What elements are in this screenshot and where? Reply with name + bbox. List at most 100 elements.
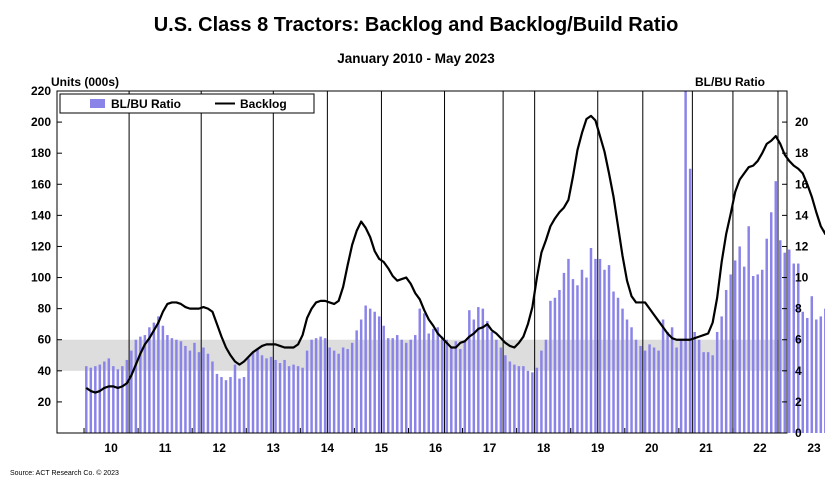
bl-bu-ratio-bar [652,347,656,433]
bl-bu-ratio-bar [774,181,777,433]
bl-bu-ratio-bar [175,339,178,433]
bl-bu-ratio-bar [616,297,620,433]
bl-bu-ratio-bar [152,322,156,433]
bl-bu-ratio-bar [346,349,349,433]
chart-subtitle: January 2010 - May 2023 [337,51,495,66]
bl-bu-ratio-bar [643,350,647,433]
x-tick-label: 11 [159,441,172,455]
bl-bu-ratio-bar [679,339,683,433]
bl-bu-ratio-bar [621,308,624,433]
reference-band [57,339,787,371]
bl-bu-ratio-bar [287,366,291,433]
bl-bu-ratio-bar [544,339,548,433]
bl-bu-ratio-bar [251,352,255,433]
bl-bu-ratio-bar [481,308,485,433]
bl-bu-ratio-bar [143,335,147,433]
bl-bu-ratio-bar [733,260,737,433]
bl-bu-ratio-bar [215,373,219,433]
bl-bu-ratio-bar [495,339,498,433]
bl-bu-ratio-bar [188,350,192,433]
bl-bu-ratio-bar [661,319,665,433]
bl-bu-ratio-bar [801,311,805,433]
bl-bu-ratio-bar [788,249,791,433]
bl-bu-ratio-bar [427,333,430,433]
bl-bu-ratio-bar [576,285,579,433]
bl-bu-ratio-bar [765,238,768,433]
plot-area [57,91,825,434]
left-tick-label: 100 [31,271,51,285]
left-tick-label: 220 [31,84,51,98]
bl-bu-ratio-bar [247,358,250,433]
bl-bu-ratio-bar [688,168,692,434]
bl-bu-ratio-bar [625,319,629,433]
bl-bu-ratio-bar [675,347,678,433]
bl-bu-ratio-bar [792,263,795,433]
right-tick-label: 18 [795,146,809,160]
bl-bu-ratio-bar [364,305,367,433]
chart-title: U.S. Class 8 Tractors: Backlog and Backl… [154,14,679,36]
bl-bu-ratio-bar [806,317,809,433]
legend-box [59,93,315,114]
bl-bu-ratio-bar [125,359,129,433]
bl-bu-ratio-bar [337,353,340,433]
left-tick-label: 180 [31,146,51,160]
bl-bu-ratio-bar [571,279,575,433]
bl-bu-ratio-bar [657,350,660,433]
bl-bu-ratio-bar [107,358,111,433]
bl-bu-ratio-bar [684,91,687,433]
bl-bu-ratio-bar [747,226,750,433]
bl-bu-ratio-bar [202,347,205,433]
left-tick-label: 60 [38,333,52,347]
bl-bu-ratio-bar [594,258,597,433]
x-tick-label: 10 [104,441,118,455]
backlog-line [85,114,825,394]
bl-bu-ratio-bar [310,339,313,433]
bl-bu-ratio-bar [296,366,300,433]
bl-bu-ratio-bar [170,338,174,433]
bl-bu-ratio-bar [85,366,88,433]
legend-bar-label: BL/BU Ratio [111,97,181,111]
bl-bu-ratio-bar [256,349,259,433]
legend: BL/BU Ratio Backlog [59,93,315,114]
left-axis-label: Units (000s) [51,75,119,89]
bl-bu-ratio-bar [558,289,561,433]
bl-bu-ratio-bar [490,331,494,433]
bl-bu-ratio-bar [711,355,714,433]
bl-bu-ratio-bar [603,269,606,433]
bl-bu-ratio-bar [670,327,674,433]
bl-bu-ratio-bar [715,331,719,433]
axes: 20 40 60 80 100 120 140 160 180 200 220 0 2 4 6 8 10 12 14… [31,84,821,455]
bl-bu-ratio-bar [819,316,823,433]
x-tick-label: 14 [321,441,335,455]
bl-bu-ratio-bar [292,364,295,433]
plot-frame [56,90,788,434]
x-tick-label: 23 [807,441,821,455]
bl-bu-ratio-bar [148,327,151,433]
bl-bu-ratio-bar [211,361,214,433]
right-tick-label: 12 [795,239,809,253]
bl-bu-ratio-bar [323,338,327,433]
bl-bu-ratio-bar [580,269,584,433]
bl-bu-ratio-bar [797,263,800,433]
bl-bu-ratio-bar [319,336,322,433]
bl-bu-ratio-bar [432,328,435,433]
bl-bu-ratio-bar [260,355,264,433]
left-tick-label: 140 [31,208,51,222]
bl-bu-ratio-bar [418,308,421,433]
bl-bu-ratio-bar [531,372,534,433]
bl-bu-ratio-bar [179,341,183,433]
bl-bu-ratio-bar [305,350,309,433]
bl-bu-ratio-bar [157,316,160,433]
bl-bu-ratio-bar [639,345,642,433]
bl-bu-ratio-bar [463,341,467,433]
bl-bu-ratio-bar [549,300,552,433]
right-tick-label: 6 [795,333,802,347]
bl-bu-ratio-bar [265,358,268,433]
bl-bu-ratio-bar [89,367,93,433]
bl-bu-ratio-bar [233,364,237,433]
bl-bu-ratio-bar [607,265,611,433]
bl-bu-ratio-bar [350,342,354,433]
bl-bu-ratio-bar [585,277,588,433]
left-tick-label: 20 [38,395,52,409]
